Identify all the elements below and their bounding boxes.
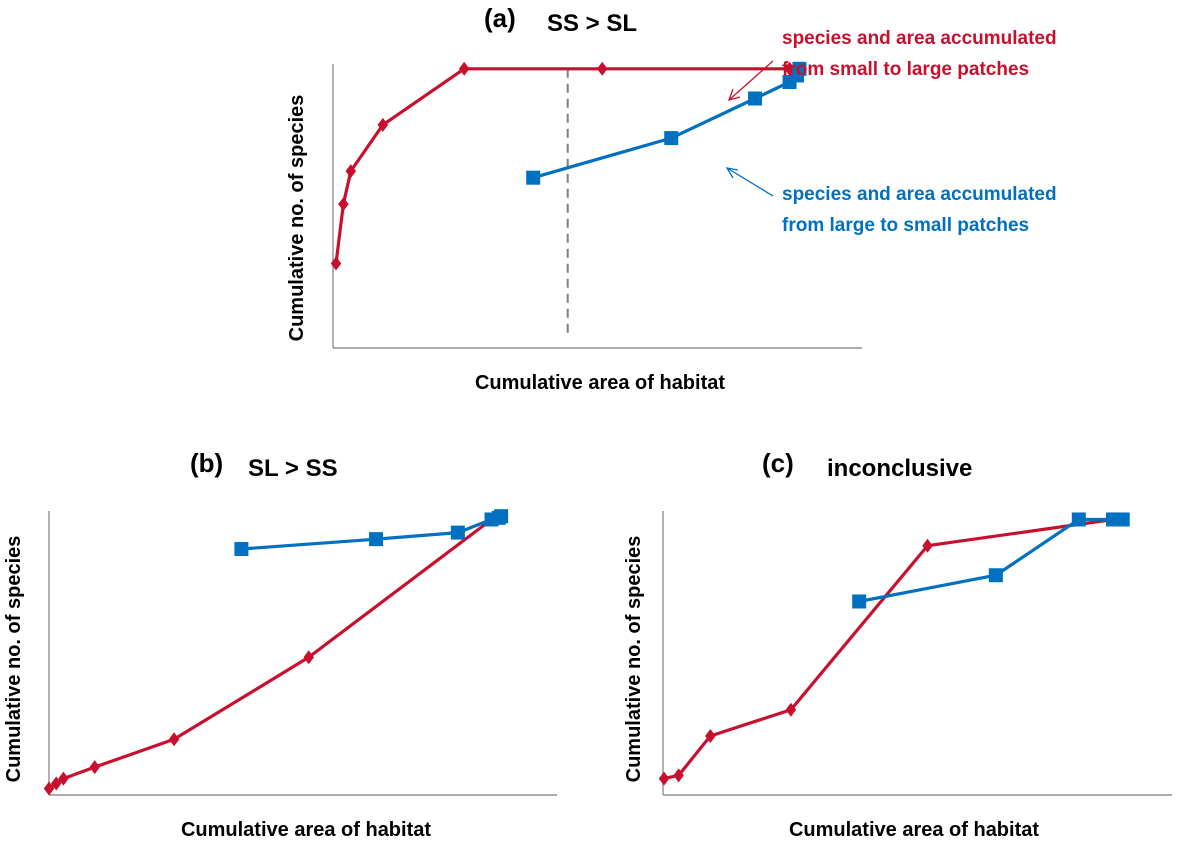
panel-c-letter: (c) xyxy=(762,448,794,478)
diamond-marker-point xyxy=(785,702,797,717)
panel-a-plot-area xyxy=(330,61,807,338)
panel-a-axes xyxy=(332,64,862,349)
annotation-small-to-large-arrow xyxy=(727,60,774,101)
square-marker-point xyxy=(1071,512,1086,527)
series-large-to-small xyxy=(526,61,807,185)
square-marker-point xyxy=(664,131,679,146)
panel-b-y-axis-label: Cumulative no. of species xyxy=(3,536,25,783)
diamond-marker-point xyxy=(596,61,608,76)
panel-a-title: SS > SL xyxy=(547,10,637,37)
panel-a-x-axis-label: Cumulative area of habitat xyxy=(475,372,725,394)
series-line-small-to-large xyxy=(663,517,1114,781)
series-small-to-large xyxy=(43,512,497,796)
panel-c-y-axis-label: Cumulative no. of species xyxy=(623,536,645,783)
square-marker-point xyxy=(369,532,384,547)
panel-c-axes xyxy=(662,511,1172,796)
diamond-marker-point xyxy=(58,771,69,786)
series-line-small-to-large xyxy=(48,518,493,790)
panel-b-axes xyxy=(48,511,557,796)
annotation-large-to-small-line-1: species and area accumulated xyxy=(782,184,1057,205)
diamond-marker-point xyxy=(89,760,100,775)
square-marker-point xyxy=(988,568,1003,583)
diamond-marker-point xyxy=(673,768,684,783)
panel-a-y-axis-label: Cumulative no. of species xyxy=(286,95,308,342)
diamond-marker-point xyxy=(705,728,716,743)
diamond-marker-point xyxy=(377,117,389,132)
series-large-to-small xyxy=(852,512,1130,609)
series-large-to-small xyxy=(234,509,509,556)
annotation-large-to-small-line-2: from large to small patches xyxy=(782,215,1029,236)
panel-a-letter: (a) xyxy=(484,3,516,33)
panel-b-plot-area xyxy=(43,509,509,796)
diamond-marker-point xyxy=(168,732,180,747)
square-marker-point xyxy=(748,91,763,106)
series-line-small-to-large xyxy=(334,67,790,264)
square-marker-point xyxy=(450,525,465,540)
diamond-marker-point xyxy=(922,538,933,553)
square-marker-point xyxy=(792,61,807,76)
panel-b-title: SL > SS xyxy=(248,455,338,482)
diamond-marker-point xyxy=(658,771,670,786)
diamond-marker-point xyxy=(303,650,314,665)
square-marker-point xyxy=(1115,512,1130,527)
annotation-small-to-large-line-1: species and area accumulated xyxy=(782,28,1057,49)
panel-c: (c) inconclusive Cumulative no. of speci… xyxy=(623,448,1172,841)
diamond-marker-point xyxy=(330,256,342,271)
panel-a: (a) SS > SL Cumulative no. of species Cu… xyxy=(286,3,1057,394)
diamond-marker-point xyxy=(338,197,349,212)
panel-c-x-axis-label: Cumulative area of habitat xyxy=(789,819,1039,841)
series-line-large-to-small xyxy=(858,517,1123,604)
panel-c-plot-area xyxy=(658,512,1130,786)
series-small-to-large xyxy=(330,61,795,271)
annotation-small-to-large-line-2: from small to large patches xyxy=(782,59,1029,80)
panel-b-letter: (b) xyxy=(190,448,223,478)
square-marker-point xyxy=(494,509,509,524)
panel-b-x-axis-label: Cumulative area of habitat xyxy=(181,819,431,841)
series-line-large-to-small xyxy=(532,68,801,180)
annotation-large-to-small-arrow xyxy=(725,167,774,197)
square-marker-point xyxy=(234,542,249,556)
diamond-marker-point xyxy=(458,61,470,76)
diamond-marker-point xyxy=(43,781,55,796)
diamond-marker-point xyxy=(345,164,357,179)
panel-b: (b) SL > SS Cumulative no. of species Cu… xyxy=(3,448,557,841)
panel-c-title: inconclusive xyxy=(827,455,972,482)
square-marker-point xyxy=(852,594,867,609)
series-small-to-large xyxy=(658,512,1119,786)
square-marker-point xyxy=(526,170,541,185)
diamond-marker-point xyxy=(50,776,62,791)
